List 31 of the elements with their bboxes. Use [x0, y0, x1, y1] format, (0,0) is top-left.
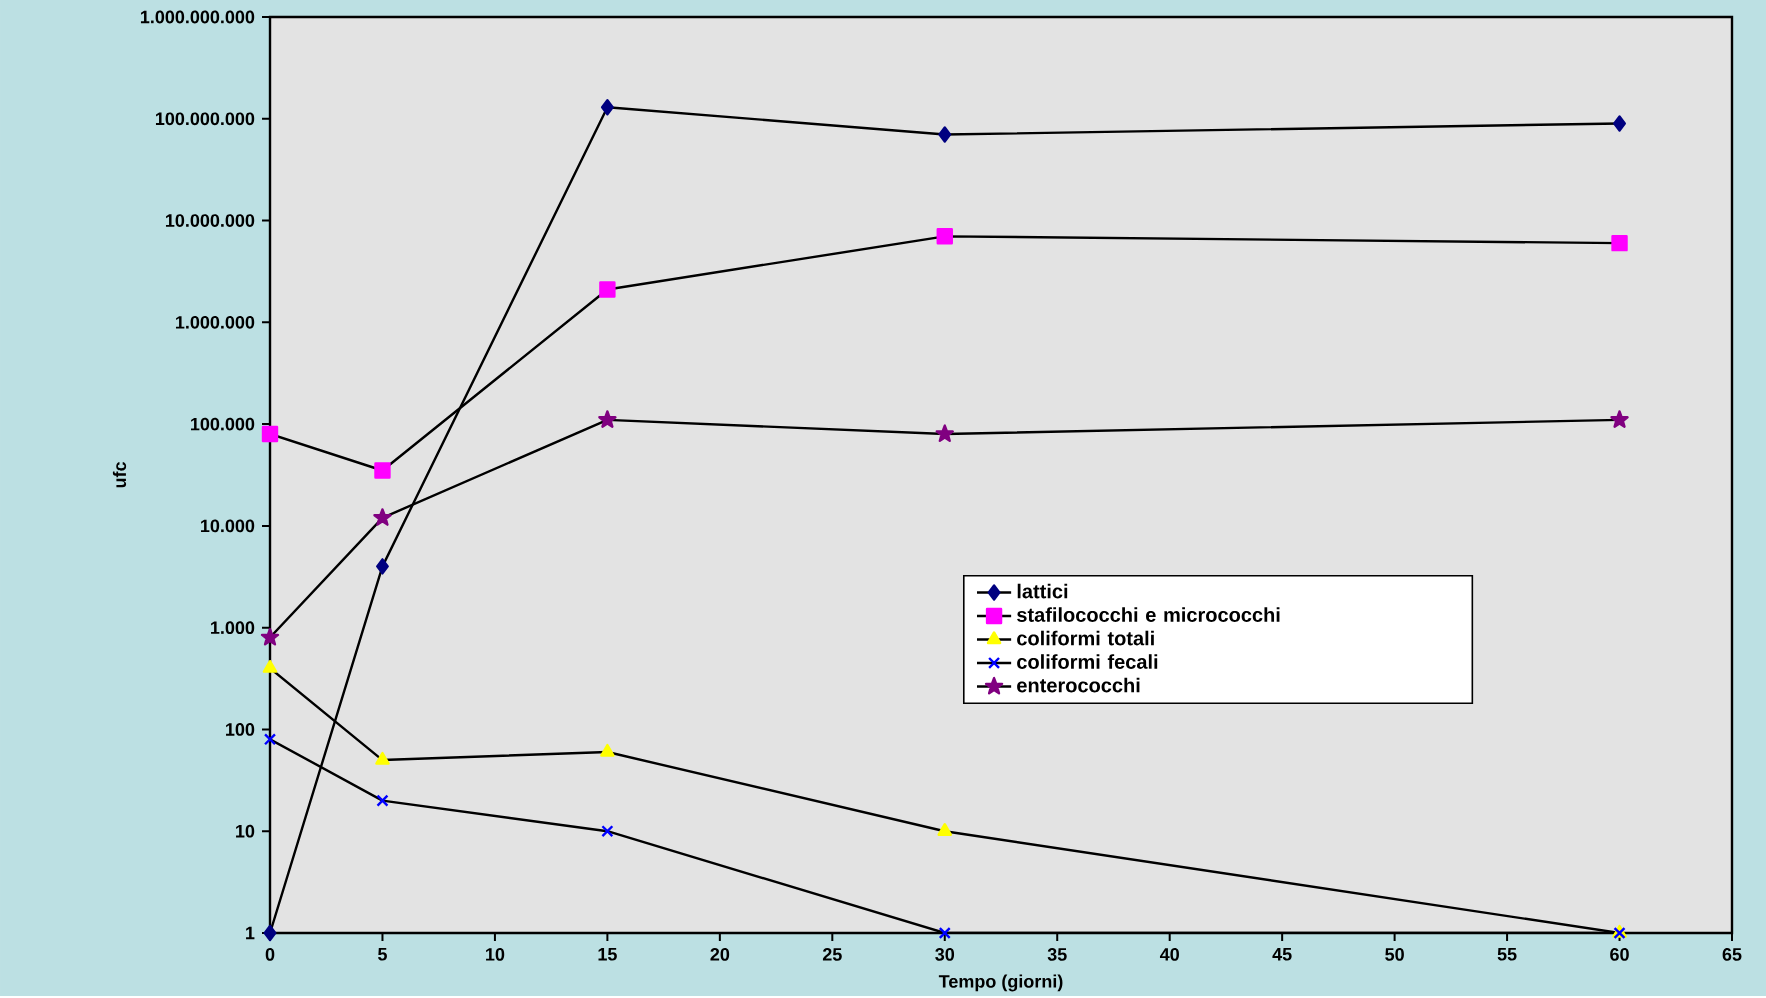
- x-tick-label: 10: [486, 947, 505, 961]
- x-tick-label: 45: [1272, 947, 1292, 961]
- legend-label: coliformi totali: [1017, 630, 1154, 646]
- y-tick-label: 100.000: [191, 417, 255, 431]
- x-tick-label: 15: [598, 947, 617, 961]
- x-tick-label: 30: [935, 947, 955, 961]
- x-tick-label: 60: [1610, 947, 1629, 961]
- x-tick-label: 55: [1497, 947, 1517, 961]
- legend-label: enterococchi: [1017, 677, 1140, 693]
- y-tick-label: 1.000: [211, 621, 255, 635]
- x-tick-label: 25: [822, 947, 842, 961]
- x-tick-label: 0: [265, 947, 275, 961]
- y-tick-label: 100: [226, 723, 255, 736]
- y-tick-label: 10.000.000: [165, 214, 255, 227]
- x-tick-label: 50: [1385, 947, 1404, 961]
- y-tick-label: 100.000.000: [155, 112, 255, 126]
- y-tick-label: 10: [236, 824, 255, 838]
- y-tick-label: 1: [246, 926, 255, 940]
- y-axis-title: ufc: [112, 462, 127, 488]
- y-tick-label: 10.000: [201, 519, 255, 533]
- x-axis-title: Tempo (giorni): [938, 974, 1063, 992]
- legend-label: coliformi fecali: [1017, 654, 1158, 669]
- y-tick-label: 1.000.000.000: [140, 10, 255, 24]
- legend-label: lattici: [1017, 583, 1068, 599]
- x-tick-label: 5: [378, 947, 387, 961]
- legend-label: stafilococchi e micrococchi: [1017, 607, 1280, 622]
- y-tick-label: 1.000.000: [175, 315, 255, 329]
- x-tick-label: 65: [1722, 947, 1742, 961]
- x-tick-label: 35: [1047, 947, 1067, 961]
- x-tick-label: 40: [1159, 947, 1179, 961]
- x-tick-label: 20: [710, 947, 730, 961]
